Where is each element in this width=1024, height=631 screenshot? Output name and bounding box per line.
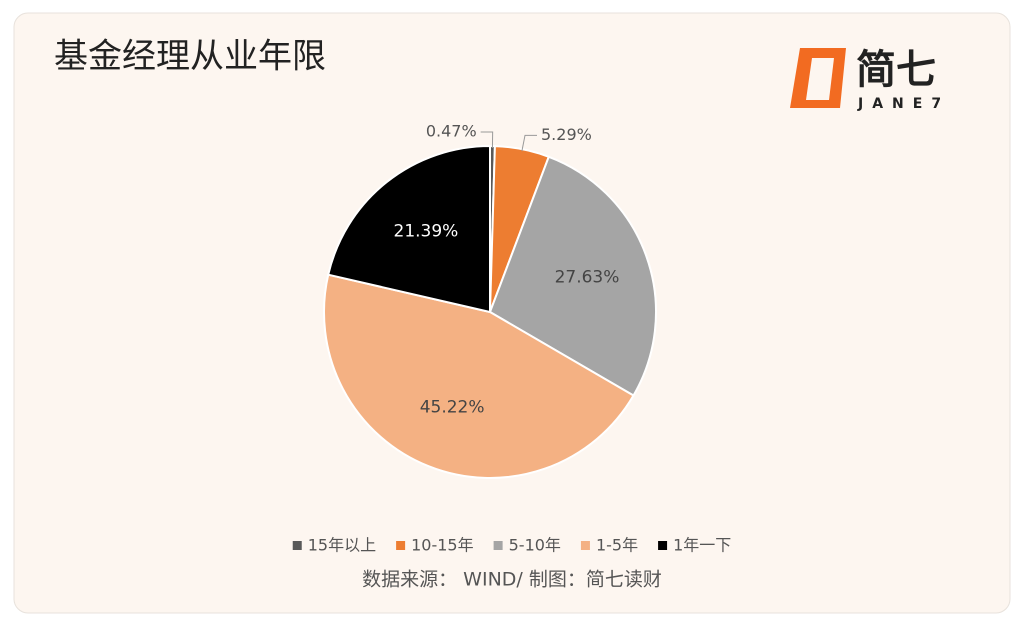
data-label: 21.39% <box>394 221 459 241</box>
legend-swatch <box>493 541 503 550</box>
logo-icon-cut <box>806 58 834 100</box>
pie-slice <box>327 144 491 314</box>
legend: 15年以上 10-15年 5-10年 1-5年 1年一下 <box>292 536 731 555</box>
legend-label: 1年一下 <box>673 536 731 555</box>
legend-swatch <box>292 541 302 550</box>
legend-label: 5-10年 <box>509 536 561 555</box>
legend-swatch <box>396 541 406 550</box>
logo-latin: JANE7 <box>857 96 950 112</box>
legend-label: 1-5年 <box>596 536 638 555</box>
legend-label: 15年以上 <box>308 536 376 555</box>
logo: 简七 JANE7 <box>790 47 950 112</box>
source-note: 数据来源： WIND/ 制图：简七读财 <box>362 569 662 591</box>
legend-label: 10-15年 <box>411 536 474 555</box>
chart-title: 基金经理从业年限 <box>54 37 326 77</box>
legend-swatch <box>658 541 668 550</box>
data-label: 5.29% <box>541 125 592 144</box>
leader-line <box>480 131 494 149</box>
leader-line <box>521 134 538 152</box>
legend-swatch <box>580 541 590 550</box>
data-label: 27.63% <box>555 268 620 288</box>
data-label: 0.47% <box>426 122 477 141</box>
logo-name: 简七 <box>856 47 936 93</box>
data-label: 45.22% <box>420 398 485 418</box>
pie-slice <box>323 273 635 479</box>
